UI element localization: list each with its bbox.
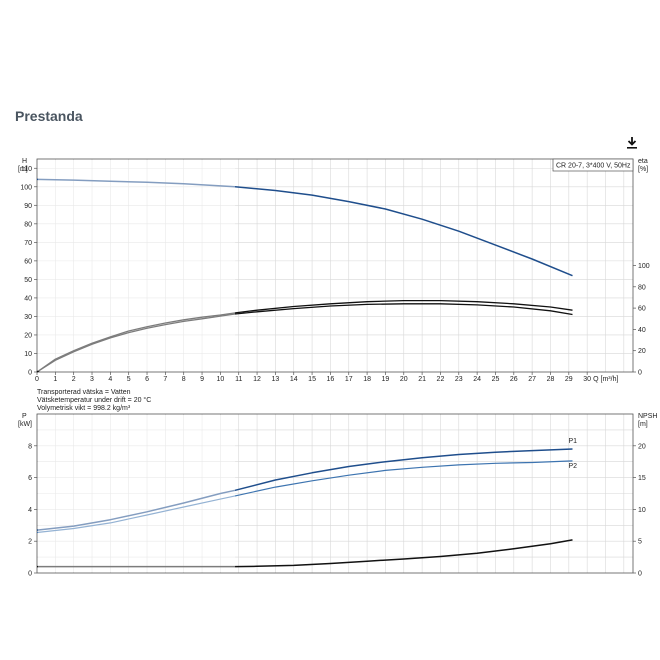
tick-label-x: 22 [437, 376, 445, 383]
tick-label-right: 20 [638, 348, 646, 355]
tick-label-x: 16 [327, 376, 335, 383]
axis-unit-left: [m] [18, 166, 28, 173]
tick-label-right: 40 [638, 327, 646, 334]
axis-label-right: eta [638, 158, 648, 165]
tick-label-x: 3 [90, 376, 94, 383]
tick-label-left: 0 [28, 571, 32, 578]
legend-box [552, 158, 634, 172]
series-line-2-2 [36, 460, 573, 534]
tick-label-right: 60 [638, 306, 646, 313]
download-icon[interactable] [626, 136, 638, 150]
series-label-p1: P1 [568, 438, 577, 445]
series-line-2-3 [37, 539, 573, 568]
axis-unit-right: [%] [638, 166, 648, 173]
tick-label-x: 2 [72, 376, 76, 383]
series-line-1-1 [36, 178, 573, 277]
tick-label-x: 19 [382, 376, 390, 383]
legend-box-text: CR 20-7, 3*400 V, 50Hz [556, 163, 631, 170]
tick-label-x: 10 [216, 376, 224, 383]
tick-label-left: 20 [24, 332, 32, 339]
tick-label-x: 14 [290, 376, 298, 383]
tick-label-right: 0 [638, 571, 642, 578]
tick-label-left: 60 [24, 258, 32, 265]
tick-label-x: 0 [35, 376, 39, 383]
tick-label-x: 7 [163, 376, 167, 383]
tick-label-left: 8 [28, 443, 32, 450]
tick-label-x: 6 [145, 376, 149, 383]
tick-label-right: 0 [638, 370, 642, 377]
tick-label-left: 10 [24, 351, 32, 358]
low-flow-fade-bottom [38, 415, 236, 572]
tick-label-x: 1 [53, 376, 57, 383]
series-line-2-1 [36, 448, 573, 531]
tick-label-x: 15 [308, 376, 316, 383]
tick-label-right: 5 [638, 539, 642, 546]
page-title: Prestanda [15, 108, 83, 124]
tick-label-x: 18 [363, 376, 371, 383]
tick-label-x: 26 [510, 376, 518, 383]
tick-label-x: 23 [455, 376, 463, 383]
tick-label-x: 30 [583, 376, 591, 383]
tick-label-x: 4 [108, 376, 112, 383]
tick-label-left: 2 [28, 539, 32, 546]
tick-label-right: 100 [638, 263, 650, 270]
tick-label-x: 12 [253, 376, 261, 383]
low-flow-fade-top [38, 160, 236, 371]
series-line-1-2 [36, 303, 573, 373]
axis-label-left: H [22, 158, 27, 165]
axis-unit-right: [m] [638, 421, 648, 428]
tick-label-left: 0 [28, 370, 32, 377]
note-density: Volymetrisk vikt = 998.2 kg/m³ [37, 405, 131, 412]
tick-label-x: 25 [492, 376, 500, 383]
tick-label-right: 80 [638, 284, 646, 291]
note-liquid: Transporterad vätska = Vatten [37, 389, 131, 396]
tick-label-right: 15 [638, 475, 646, 482]
tick-label-left: 6 [28, 475, 32, 482]
tick-label-x: 20 [400, 376, 408, 383]
tick-label-x: 21 [418, 376, 426, 383]
note-temperature: Vätsketemperatur under drift = 20 °C [37, 397, 152, 404]
tick-label-left: 4 [28, 507, 32, 514]
tick-label-left: 50 [24, 277, 32, 284]
tick-label-x: 24 [473, 376, 481, 383]
tick-label-left: 110 [21, 166, 32, 173]
tick-label-x: 29 [565, 376, 573, 383]
tick-label-left: 40 [24, 295, 32, 302]
tick-label-left: 90 [24, 203, 32, 210]
axis-label-left: P [22, 413, 27, 420]
series-line-1-3 [36, 299, 573, 373]
tick-label-x: 17 [345, 376, 353, 383]
tick-label-left: 30 [24, 314, 32, 321]
axis-label-x: Q [m³/h] [593, 376, 618, 383]
axis-label-right: NPSH [638, 413, 657, 420]
tick-label-right: 10 [638, 507, 646, 514]
series-label-p2: P2 [568, 463, 577, 470]
tick-label-x: 27 [528, 376, 536, 383]
plot-frame-2 [36, 413, 634, 574]
tick-label-x: 8 [182, 376, 186, 383]
tick-label-left: 100 [20, 184, 32, 191]
tick-label-x: 9 [200, 376, 204, 383]
tick-label-left: 70 [24, 240, 32, 247]
tick-label-x: 11 [235, 376, 242, 383]
tick-label-x: 5 [127, 376, 131, 383]
axis-unit-left: [kW] [18, 421, 32, 428]
tick-label-x: 13 [272, 376, 280, 383]
tick-label-right: 20 [638, 443, 646, 450]
tick-label-x: 28 [547, 376, 555, 383]
tick-label-left: 80 [24, 221, 32, 228]
